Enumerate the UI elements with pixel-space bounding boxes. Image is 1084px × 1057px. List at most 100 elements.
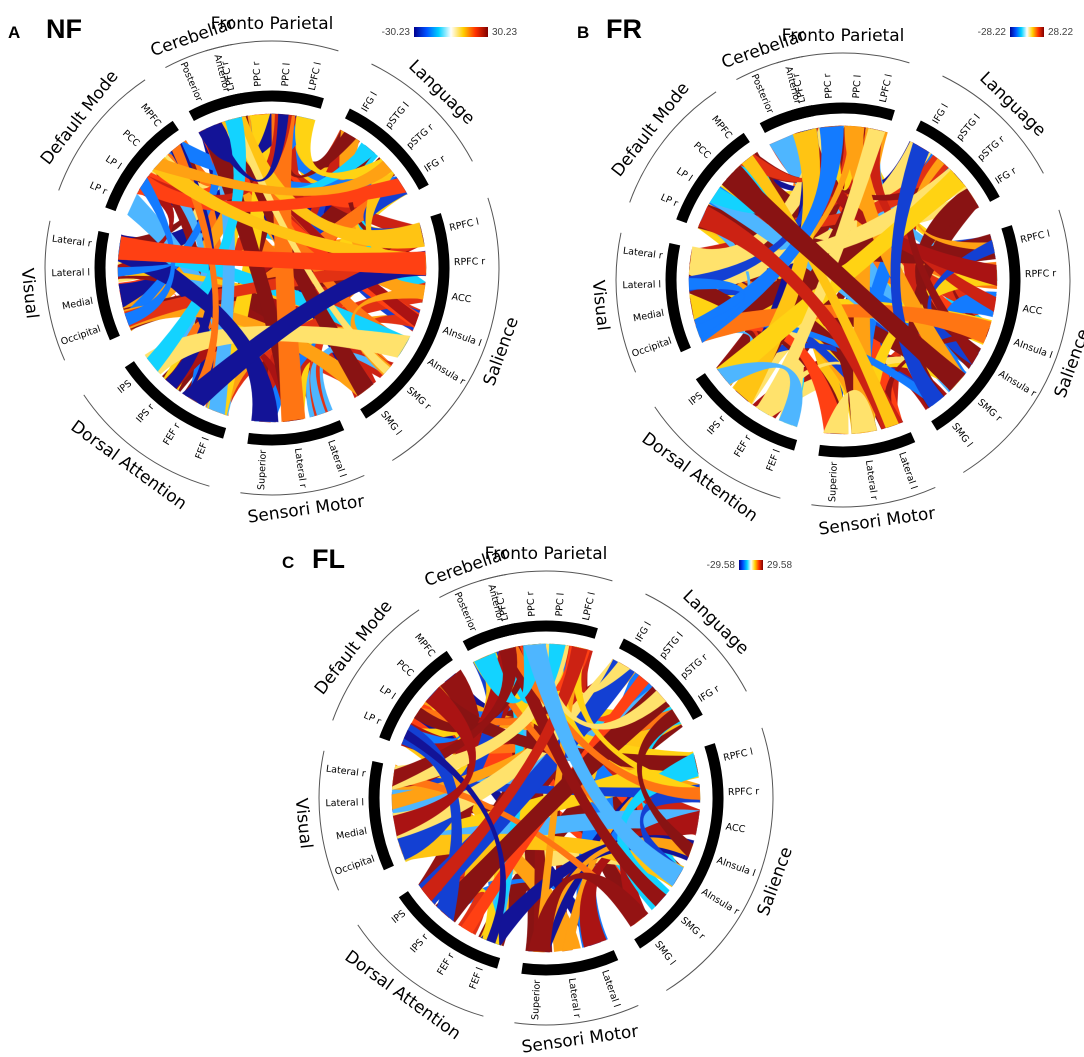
network-arc xyxy=(665,243,691,353)
node-label: Occipital xyxy=(60,324,103,348)
node-label: RPFC r xyxy=(728,786,760,798)
node-label: IPS xyxy=(687,390,705,408)
network-bracket xyxy=(332,609,420,721)
node-label: PPC r xyxy=(525,591,538,617)
network-bracket xyxy=(392,197,500,461)
node-label: Posterior xyxy=(749,72,776,115)
connection-ribbon xyxy=(117,236,427,276)
node-label: pSTG r xyxy=(405,122,436,152)
node-label: IPS xyxy=(116,378,134,396)
connection-ribbon xyxy=(124,177,176,326)
node-label: Lateral l xyxy=(51,267,90,279)
network-label: Salience xyxy=(754,844,797,918)
network-bracket xyxy=(736,55,804,81)
network-bracket xyxy=(83,394,210,487)
network-bracket xyxy=(963,209,1071,473)
node-label: Superior xyxy=(827,461,840,502)
node-label: RPFC r xyxy=(1025,268,1057,280)
node-label: PPC l xyxy=(851,74,864,98)
node-label: LP r xyxy=(659,192,680,209)
node-label: SMG r xyxy=(975,397,1004,424)
connection-ribbon xyxy=(883,328,990,428)
node-label: AInsula l xyxy=(715,855,757,879)
node-label: Lateral l xyxy=(896,451,919,491)
node-label: MPFC xyxy=(138,102,163,130)
network-label: Visual xyxy=(588,279,613,332)
node-label: Lateral r xyxy=(622,246,663,262)
node-label: RPFC l xyxy=(722,746,754,763)
colorbar: -28.22 28.22 xyxy=(978,27,1073,38)
colorbar-min: -28.22 xyxy=(978,27,1007,38)
network-arc xyxy=(931,225,1021,431)
network-bracket xyxy=(629,91,717,203)
node-label: LPFC l xyxy=(307,61,324,91)
colorbar-gradient xyxy=(1010,27,1044,37)
colorbar-max: 28.22 xyxy=(1048,27,1073,38)
node-label: PCC xyxy=(691,140,713,161)
node-label: FEF l xyxy=(765,448,783,473)
node-label: AInsula r xyxy=(425,357,466,388)
network-arc xyxy=(915,120,1000,202)
node-label: IFG r xyxy=(697,683,722,704)
network-bracket xyxy=(44,220,66,361)
node-label: PPC r xyxy=(251,61,264,87)
node-label: Superior xyxy=(530,979,543,1020)
node-label: Posterior xyxy=(178,60,205,103)
node-label: ACC xyxy=(725,821,746,835)
network-label: Sensori Motor xyxy=(246,492,365,528)
panel-condition: NF xyxy=(46,14,82,44)
node-label: pSTG l xyxy=(384,100,412,131)
node-label: SMG l xyxy=(949,421,974,449)
network-label: Sensori Motor xyxy=(520,1022,639,1057)
network-label: Salience xyxy=(480,314,523,388)
colorbar-gradient xyxy=(739,560,763,570)
colorbar-gradient xyxy=(414,27,488,37)
colorbar: -30.23 30.23 xyxy=(382,27,517,38)
network-bracket xyxy=(165,43,233,69)
connection-ribbon xyxy=(205,113,289,182)
node-label: Medial xyxy=(632,308,665,324)
network-label: Cerebellar xyxy=(422,544,511,591)
network-arc xyxy=(462,623,518,652)
network-label: Fronto Parietal xyxy=(782,26,905,46)
network-arc xyxy=(759,105,815,134)
panel-condition: FL xyxy=(312,544,345,574)
network-bracket xyxy=(439,573,507,599)
node-label: Occipital xyxy=(631,336,674,360)
node-label: pSTG r xyxy=(976,134,1007,164)
node-label: LP r xyxy=(88,180,109,197)
network-arc xyxy=(344,108,429,190)
network-bracket xyxy=(514,1004,639,1026)
node-label: FEF r xyxy=(435,951,457,977)
network-arc xyxy=(521,950,619,976)
node-label: RPFC l xyxy=(1019,228,1051,245)
node-label: Posterior xyxy=(452,590,479,633)
network-arc xyxy=(818,432,916,458)
network-label: Fronto Parietal xyxy=(485,544,608,564)
connection-ribbon xyxy=(915,187,982,370)
node-label: LP l xyxy=(674,166,694,184)
node-label: FEF l xyxy=(468,966,486,991)
colorbar-min: -29.58 xyxy=(707,560,736,571)
panel-letter: C xyxy=(282,553,294,572)
node-label: Lateral r xyxy=(566,977,582,1018)
network-label: Sensori Motor xyxy=(817,504,936,540)
network-bracket xyxy=(58,79,146,191)
node-label: RPFC r xyxy=(454,256,486,268)
network-arc xyxy=(368,761,394,871)
node-label: AInsula l xyxy=(441,325,483,349)
node-label: RPFC l xyxy=(448,216,480,233)
node-label: SMG l xyxy=(378,409,403,437)
node-label: PPC l xyxy=(554,592,567,616)
connection-ribbon xyxy=(636,709,694,858)
node-label: pSTG r xyxy=(679,652,710,682)
network-arc xyxy=(618,638,703,720)
node-label: SMG l xyxy=(652,939,677,967)
node-label: Medial xyxy=(335,826,368,842)
node-label: IPS xyxy=(390,908,408,926)
network-arc xyxy=(695,373,798,451)
node-label: ACC xyxy=(1022,303,1043,317)
node-label: FEF r xyxy=(732,433,754,459)
